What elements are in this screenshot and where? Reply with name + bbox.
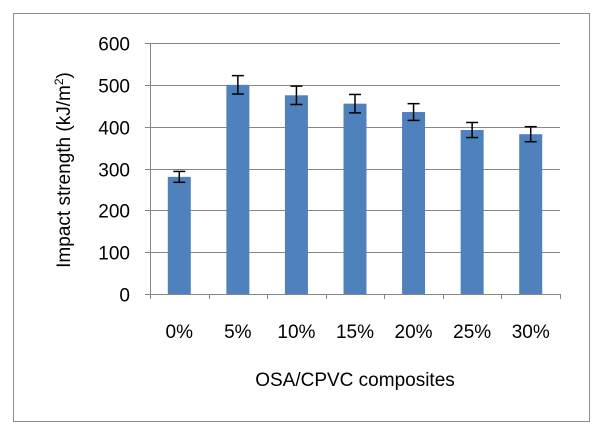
bar: [226, 84, 250, 294]
y-axis-title-suffix: ): [54, 72, 75, 78]
y-tick-label: 0: [119, 286, 130, 307]
x-tick-label: 20%: [395, 322, 433, 343]
bar: [284, 95, 308, 295]
x-axis-title: OSA/CPVC composites: [255, 370, 455, 391]
y-tick-label: 400: [98, 119, 130, 140]
y-tick-label: 100: [98, 244, 130, 265]
error-bars: [173, 74, 537, 184]
x-tick-labels: 0% 5% 10% 15% 20% 25% 30%: [166, 322, 550, 343]
bar: [343, 103, 367, 295]
bar: [167, 176, 191, 294]
x-tick-label: 15%: [336, 322, 374, 343]
bar: [402, 112, 426, 295]
y-tick-label: 500: [98, 77, 130, 98]
bars: [167, 84, 543, 295]
y-tick-label: 300: [98, 161, 130, 182]
y-tick-label: 200: [98, 202, 130, 223]
y-tick-label: 600: [98, 35, 130, 56]
x-tick-label: 25%: [453, 322, 491, 343]
y-tick-labels: 0 100 200 300 400 500 600: [98, 35, 130, 307]
y-axis-title: Impact strength (kJ/m2): [52, 72, 75, 268]
x-tick-label: 0%: [166, 322, 194, 343]
x-tick-label: 30%: [512, 322, 550, 343]
axes: [145, 43, 561, 299]
bar: [519, 134, 543, 294]
y-axis-title-superscript: 2: [52, 78, 66, 85]
y-axis-title-prefix: Impact strength (kJ/m: [54, 85, 75, 268]
gridlines: [150, 43, 560, 253]
bar: [460, 130, 484, 294]
x-tick-label: 5%: [224, 322, 252, 343]
x-tick-label: 10%: [277, 322, 315, 343]
